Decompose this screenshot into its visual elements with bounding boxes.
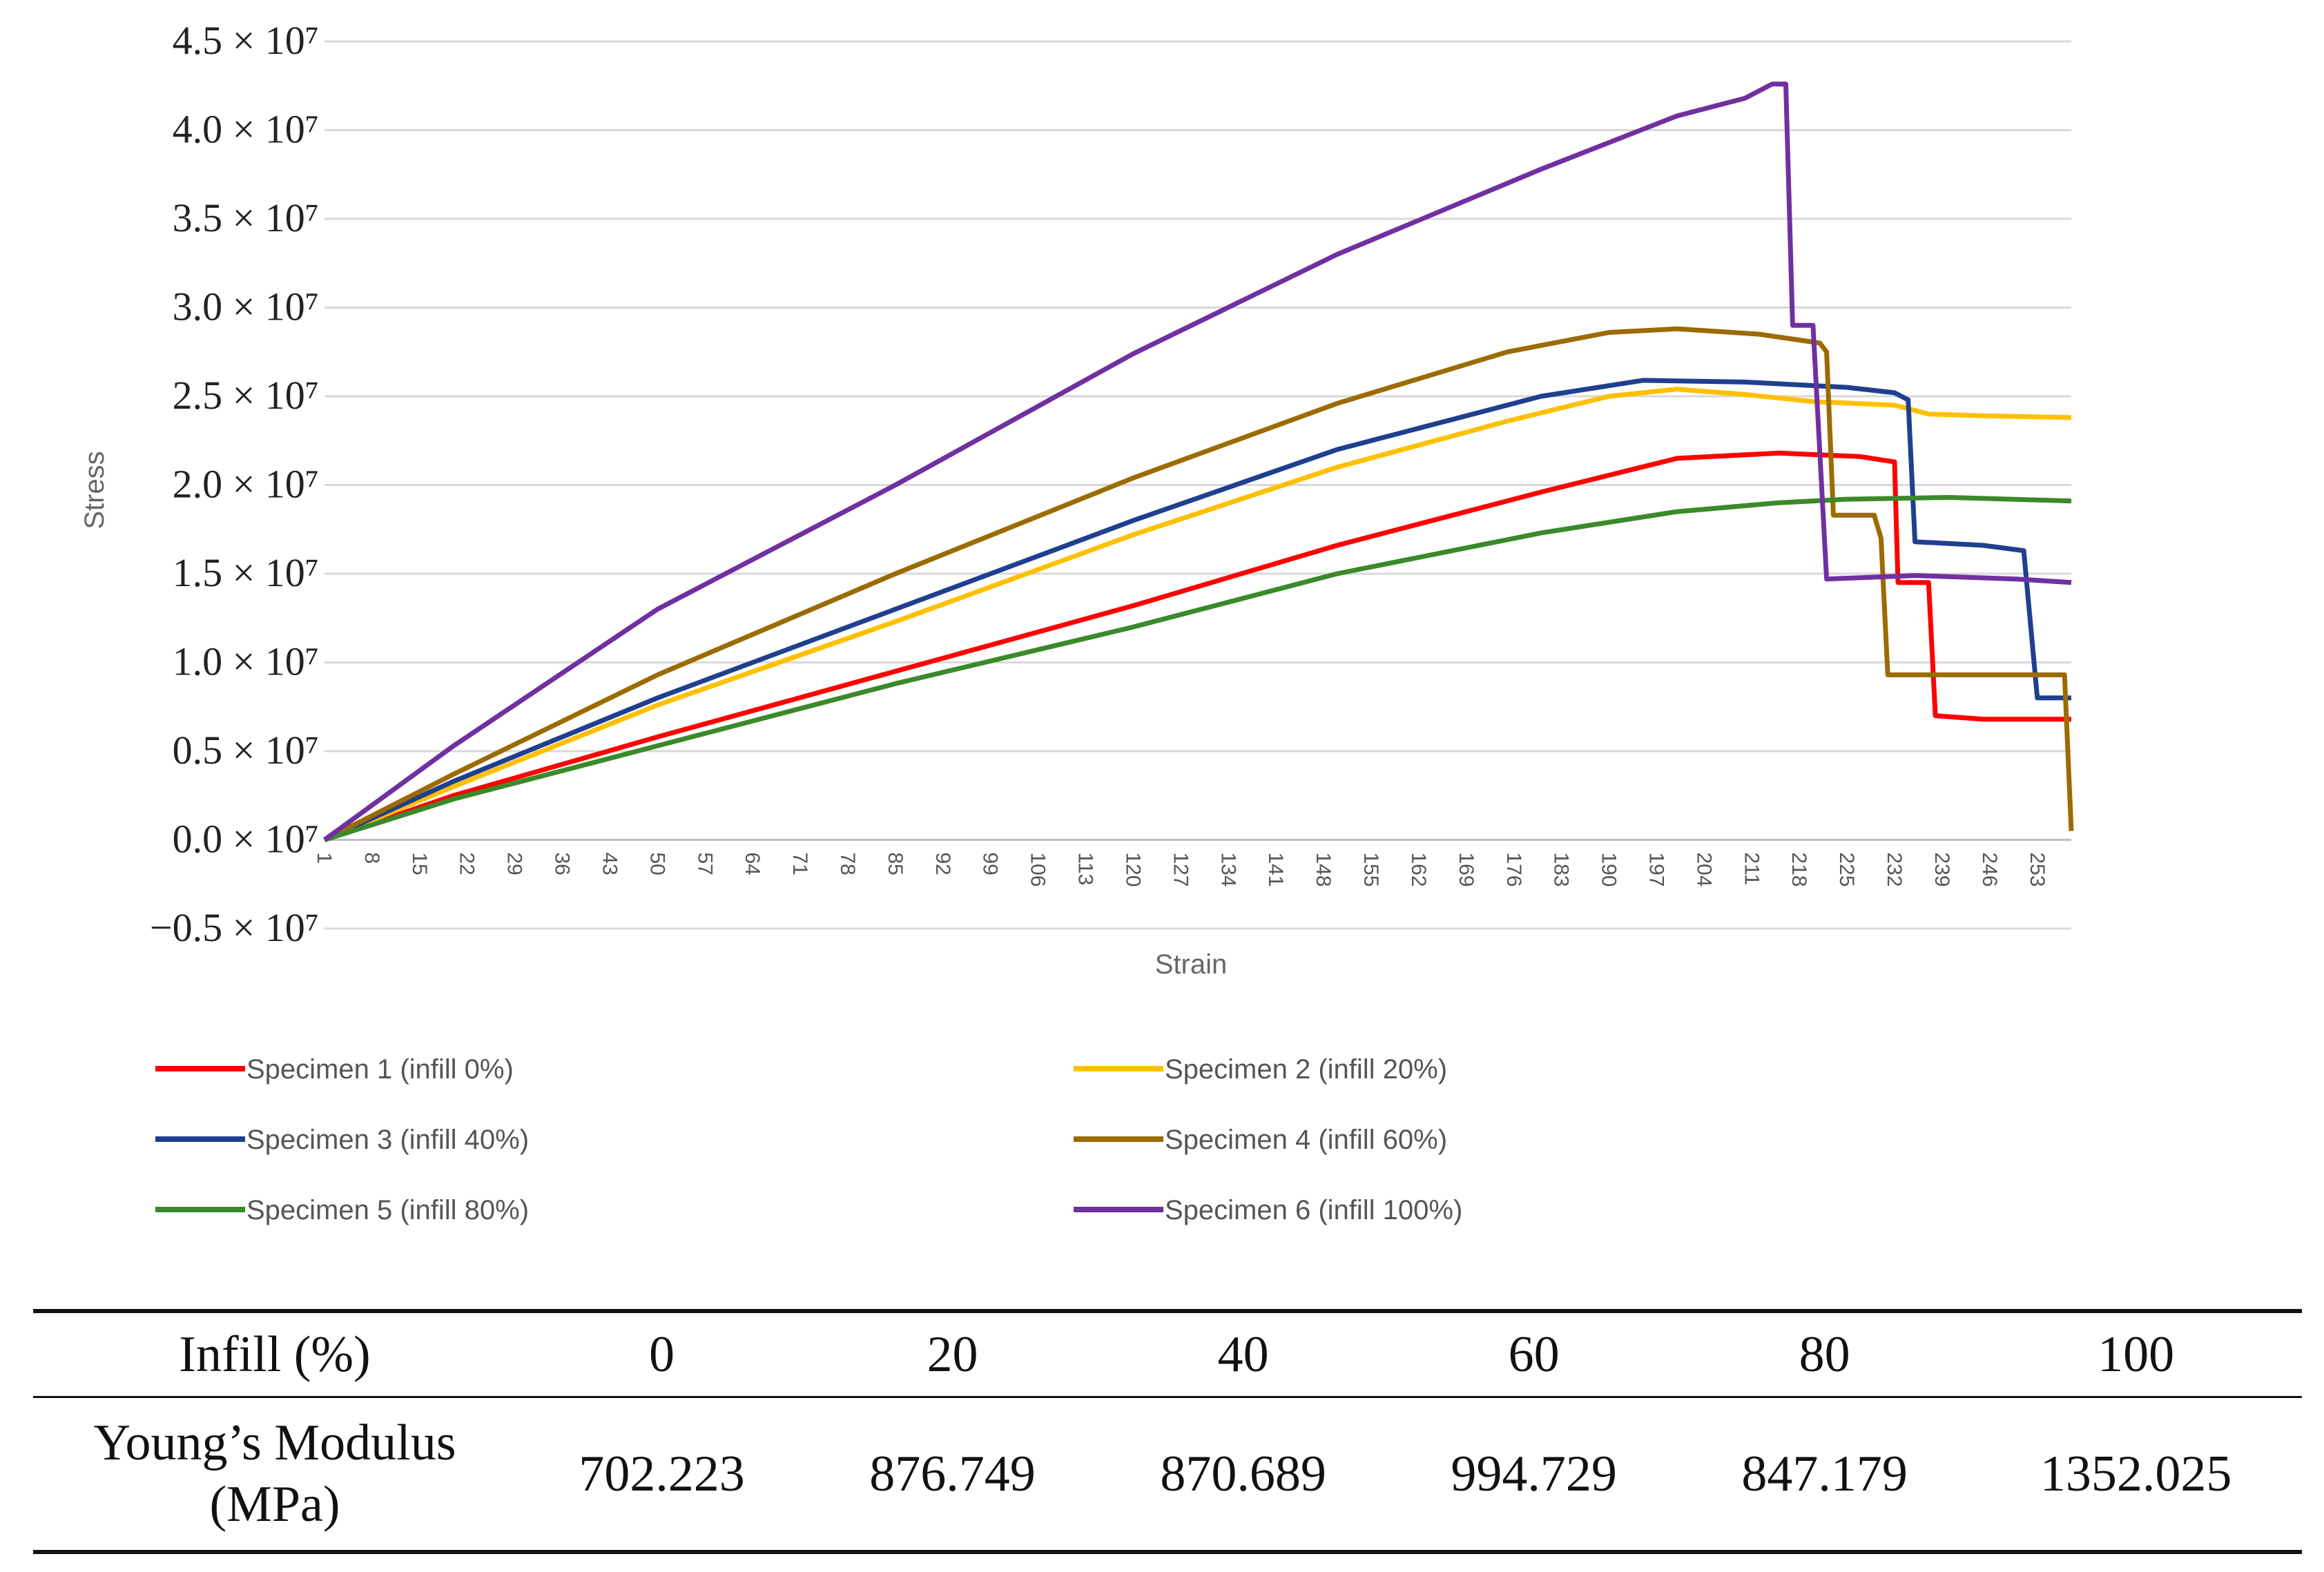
y-tick-label: 1.5 × 10⁷: [173, 550, 319, 595]
row-label-cell: Young’s Modulus (MPa): [33, 1397, 516, 1554]
x-tick-label: 92: [931, 853, 954, 875]
header-cell: 100: [1970, 1309, 2302, 1398]
x-tick-label: 78: [836, 853, 859, 875]
value-cell: 702.223: [516, 1397, 808, 1554]
x-tick-label: 246: [1978, 853, 2001, 887]
x-tick-label: 232: [1883, 853, 1906, 887]
row-label-line1: Young’s Modulus: [93, 1415, 456, 1472]
youngs-modulus-table: Infill (%) 0 20 40 60 80 100 Young’s Mod…: [33, 1309, 2302, 1554]
header-cell: 60: [1388, 1309, 1680, 1398]
x-tick-label: 106: [1027, 853, 1049, 887]
x-tick-label: 57: [693, 853, 716, 875]
x-tick-label: 197: [1645, 853, 1667, 887]
value-cell: 1352.025: [1970, 1397, 2302, 1554]
x-tick-label: 183: [1550, 853, 1573, 887]
series-line-specimen-2: [323, 387, 2072, 842]
series-line-specimen-5: [323, 495, 2072, 842]
value-cell: 870.689: [1098, 1397, 1389, 1554]
x-tick-label: 134: [1217, 853, 1239, 887]
x-axis-tick-labels: 1 8 15 22 29 36 43 50 57 64 71 78 85 92 99 106 113 120 127…: [313, 853, 2049, 887]
x-tick-label: 176: [1502, 853, 1525, 887]
table-header-row: Infill (%) 0 20 40 60 80 100: [33, 1309, 2302, 1398]
series-lines: [322, 81, 2074, 842]
x-tick-label: 36: [551, 853, 574, 875]
x-tick-label: 29: [503, 853, 526, 875]
value-cell: 847.179: [1679, 1397, 1970, 1554]
y-tick-label: 2.0 × 10⁷: [173, 462, 319, 507]
x-tick-label: 64: [741, 853, 764, 875]
value-cell: 994.729: [1388, 1397, 1680, 1554]
x-tick-label: 127: [1169, 853, 1192, 887]
x-tick-label: 218: [1788, 853, 1810, 887]
x-tick-label: 50: [646, 853, 668, 875]
x-tick-label: 43: [598, 853, 621, 875]
y-tick-label: 3.0 × 10⁷: [173, 284, 319, 329]
x-tick-label: 8: [360, 853, 383, 864]
series-line-specimen-4: [323, 326, 2074, 842]
y-tick-label: 4.5 × 10⁷: [173, 18, 319, 63]
x-axis-title: Strain: [1155, 949, 1228, 980]
x-tick-label: 113: [1074, 853, 1097, 886]
y-tick-label: 0.0 × 10⁷: [173, 817, 319, 862]
table-row: Young’s Modulus (MPa) 702.223 876.749 87…: [33, 1397, 2302, 1554]
legend-label: Specimen 6 (infill 100%): [1165, 1195, 1462, 1225]
stress-strain-chart: 4.5 × 10⁷ 4.0 × 10⁷ 3.5 × 10⁷ 3.0 × 10⁷ 2.5 …: [79, 18, 2074, 1225]
series-line-specimen-6: [322, 81, 2072, 842]
header-cell: 40: [1098, 1309, 1389, 1398]
value-cell: 876.749: [807, 1397, 1098, 1554]
y-axis-title: Stress: [79, 451, 110, 529]
x-tick-label: 15: [408, 853, 431, 875]
legend-label: Specimen 3 (infill 40%): [246, 1125, 529, 1155]
x-tick-label: 120: [1121, 853, 1144, 887]
x-tick-label: 155: [1359, 853, 1382, 887]
x-tick-label: 211: [1740, 853, 1763, 886]
x-tick-label: 169: [1455, 853, 1478, 887]
x-tick-label: 85: [884, 853, 907, 875]
x-tick-label: 239: [1930, 853, 1953, 887]
y-tick-label: −0.5 × 10⁷: [150, 905, 319, 950]
x-tick-label: 148: [1312, 853, 1335, 887]
y-axis-tick-labels: 4.5 × 10⁷ 4.0 × 10⁷ 3.5 × 10⁷ 3.0 × 10⁷ 2.5 …: [150, 18, 319, 950]
legend-label: Specimen 1 (infill 0%): [246, 1054, 514, 1085]
series-line-specimen-3: [323, 378, 2071, 842]
series-line-specimen-1: [323, 450, 2071, 842]
y-tick-label: 2.5 × 10⁷: [173, 373, 319, 418]
header-cell: 0: [516, 1309, 808, 1398]
x-tick-label: 141: [1264, 853, 1287, 887]
x-tick-label: 22: [456, 853, 478, 875]
x-tick-label: 71: [788, 853, 811, 875]
y-tick-label: 0.5 × 10⁷: [173, 728, 319, 773]
x-tick-label: 162: [1407, 853, 1430, 887]
y-tick-label: 4.0 × 10⁷: [173, 107, 319, 152]
x-tick-label: 204: [1692, 853, 1715, 887]
x-tick-label: 253: [2026, 853, 2049, 887]
legend-label: Specimen 5 (infill 80%): [246, 1195, 529, 1225]
x-tick-label: 1: [313, 853, 336, 864]
y-tick-label: 1.0 × 10⁷: [173, 639, 319, 684]
legend: Specimen 1 (infill 0%) Specimen 2 (infill…: [155, 1054, 1462, 1225]
legend-label: Specimen 2 (infill 20%): [1165, 1054, 1447, 1085]
y-tick-label: 3.5 × 10⁷: [173, 195, 319, 240]
gridlines: [325, 40, 2071, 930]
x-tick-label: 225: [1835, 853, 1858, 887]
x-tick-label: 190: [1598, 853, 1620, 887]
row-label-line2: (MPa): [209, 1476, 340, 1533]
header-cell: 20: [807, 1309, 1098, 1398]
header-cell: 80: [1679, 1309, 1970, 1398]
legend-label: Specimen 4 (infill 60%): [1165, 1125, 1447, 1155]
x-tick-label: 99: [979, 853, 1002, 875]
header-label-cell: Infill (%): [33, 1309, 516, 1398]
